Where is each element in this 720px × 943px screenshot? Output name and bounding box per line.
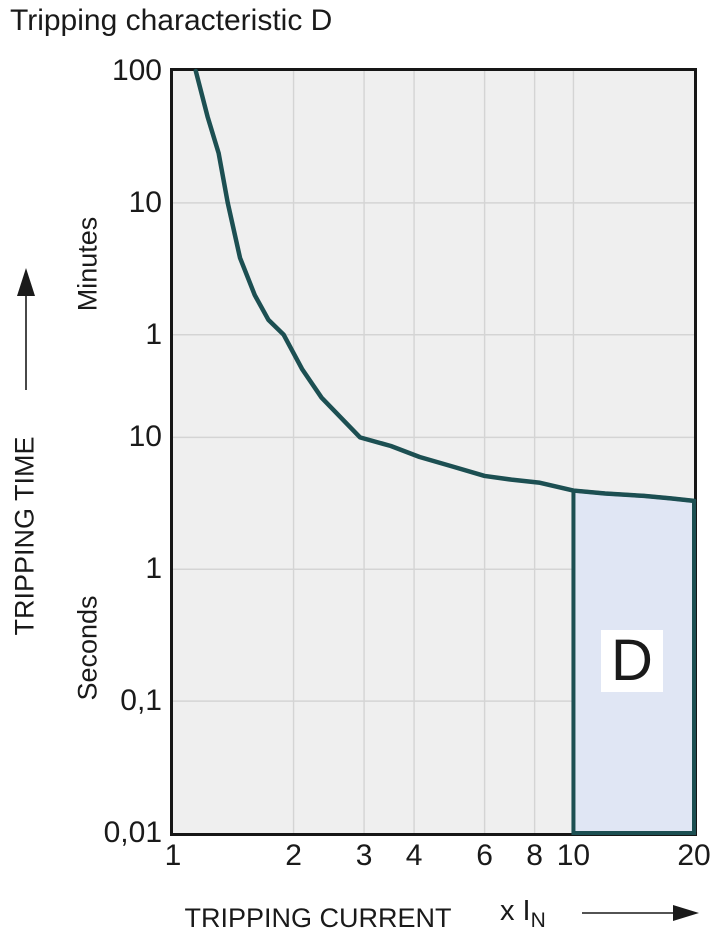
tripping-curve <box>193 68 697 504</box>
y-tick-label: 1 <box>145 317 162 351</box>
x-tick-label: 20 <box>677 839 711 872</box>
y-tick-label: 10 <box>128 185 162 219</box>
y-axis-title: TRIPPING TIME <box>9 436 40 636</box>
x-axis-unit: x IN <box>500 895 546 933</box>
x-tick-label: 10 <box>556 839 591 872</box>
y-tick-label: 100 <box>111 54 162 87</box>
y-unit-minutes: Minutes <box>72 216 103 312</box>
x-axis-title: TRIPPING CURRENT <box>184 903 452 933</box>
y-tick-label: 0,1 <box>120 684 162 718</box>
y-tick-label: 10 <box>128 420 162 454</box>
right-arrow-icon <box>582 905 699 921</box>
y-tick-label: 0,01 <box>103 816 162 849</box>
x-tick-label: 6 <box>476 839 493 872</box>
x-tick-label: 2 <box>285 839 302 872</box>
x-tick-label: 3 <box>355 839 373 872</box>
y-unit-seconds: Seconds <box>72 595 103 701</box>
x-tick-label: 4 <box>405 839 423 872</box>
plot-svg <box>173 68 697 835</box>
x-tick-label: 8 <box>526 839 543 872</box>
x-tick-label: 1 <box>164 839 182 872</box>
x-unit-prefix: x I <box>500 895 531 927</box>
plot-area: D <box>170 68 697 836</box>
y-tick-label: 1 <box>145 552 162 586</box>
x-unit-subscript: N <box>530 908 546 932</box>
chart-title: Tripping characteristic D <box>10 4 333 37</box>
region-label: D <box>600 630 663 693</box>
up-arrow-icon <box>17 268 35 390</box>
